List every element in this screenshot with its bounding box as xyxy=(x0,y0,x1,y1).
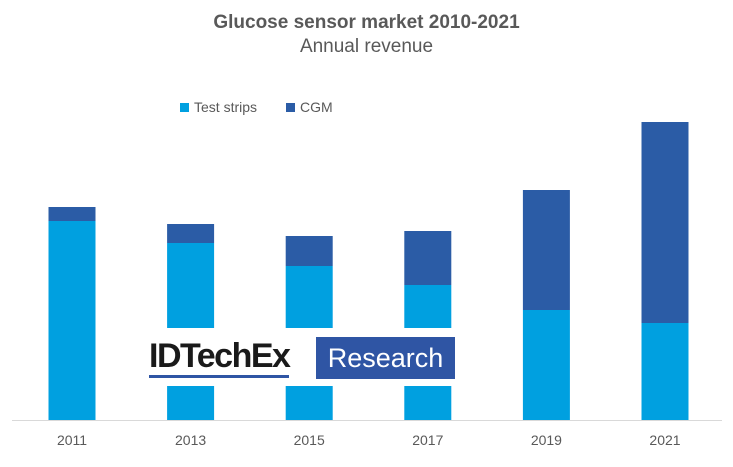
bar-cgm-2021 xyxy=(641,122,689,323)
bar-test-strips-2021 xyxy=(641,323,689,420)
bar-cgm-2013 xyxy=(167,224,215,243)
x-tick-label: 2011 xyxy=(57,432,87,448)
idtechex-logo: IDTechEx Research xyxy=(141,328,459,386)
x-tick-label: 2013 xyxy=(175,432,206,448)
chart-subtitle: Annual revenue xyxy=(299,36,434,57)
x-tick-label: 2015 xyxy=(294,432,325,448)
legend-swatch xyxy=(180,103,189,112)
x-tick-label: 2017 xyxy=(412,432,443,448)
legend-label: CGM xyxy=(300,99,333,115)
legend-label: Test strips xyxy=(194,99,257,115)
bar-test-strips-2011 xyxy=(48,221,96,420)
bar-cgm-2017 xyxy=(404,231,452,285)
logo-text-right: Research xyxy=(316,337,455,379)
logo-text-left: IDTechEx xyxy=(149,338,291,378)
x-tick-label: 2021 xyxy=(649,432,680,448)
x-tick-label: 2019 xyxy=(531,432,562,448)
bar-test-strips-2019 xyxy=(522,310,570,420)
bar-cgm-2011 xyxy=(48,207,96,221)
legend-swatch xyxy=(286,103,295,112)
bar-cgm-2015 xyxy=(285,236,333,266)
bar-cgm-2019 xyxy=(522,190,570,310)
chart-title: Glucose sensor market 2010-2021 xyxy=(213,12,520,33)
